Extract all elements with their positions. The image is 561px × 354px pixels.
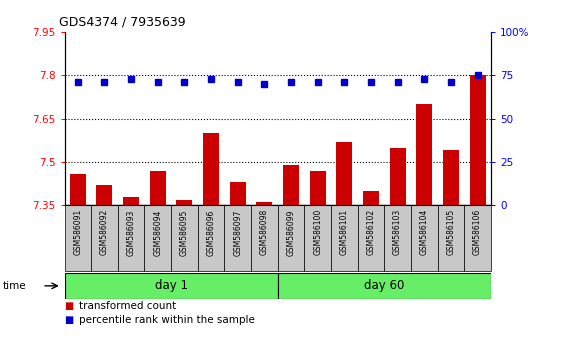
Bar xyxy=(145,205,171,271)
Text: GDS4374 / 7935639: GDS4374 / 7935639 xyxy=(59,16,186,29)
Text: GSM586097: GSM586097 xyxy=(233,209,242,256)
Text: GSM586105: GSM586105 xyxy=(447,209,456,256)
Bar xyxy=(416,104,432,205)
Bar xyxy=(224,205,251,271)
Bar xyxy=(358,205,384,271)
Bar xyxy=(70,173,86,205)
Bar xyxy=(470,75,485,205)
Bar xyxy=(411,205,438,271)
Bar xyxy=(384,205,411,271)
Bar xyxy=(304,205,331,271)
Text: GSM586098: GSM586098 xyxy=(260,209,269,256)
Text: percentile rank within the sample: percentile rank within the sample xyxy=(79,315,255,325)
Bar xyxy=(389,148,406,205)
Bar xyxy=(278,205,304,271)
Bar xyxy=(278,273,491,299)
Text: GSM586102: GSM586102 xyxy=(366,209,375,255)
Text: GSM586094: GSM586094 xyxy=(153,209,162,256)
Text: GSM586101: GSM586101 xyxy=(340,209,349,255)
Bar xyxy=(203,133,219,205)
Text: ■: ■ xyxy=(65,301,73,311)
Bar xyxy=(230,182,246,205)
Bar xyxy=(171,205,198,271)
Bar xyxy=(118,205,145,271)
Bar xyxy=(438,205,465,271)
Text: GSM586096: GSM586096 xyxy=(206,209,215,256)
Bar xyxy=(331,205,358,271)
Text: GSM586106: GSM586106 xyxy=(473,209,482,256)
Text: day 1: day 1 xyxy=(155,279,187,292)
Text: transformed count: transformed count xyxy=(79,301,176,311)
Bar xyxy=(443,150,459,205)
Bar xyxy=(176,200,192,205)
Text: GSM586103: GSM586103 xyxy=(393,209,402,256)
Text: GSM586099: GSM586099 xyxy=(287,209,296,256)
Text: ■: ■ xyxy=(65,315,73,325)
Bar xyxy=(363,191,379,205)
Bar xyxy=(283,165,299,205)
Text: GSM586104: GSM586104 xyxy=(420,209,429,256)
Text: time: time xyxy=(3,281,26,291)
Bar xyxy=(256,202,273,205)
Text: day 60: day 60 xyxy=(364,279,404,292)
Bar xyxy=(465,205,491,271)
Bar xyxy=(150,171,166,205)
Text: GSM586100: GSM586100 xyxy=(313,209,322,256)
Bar xyxy=(197,205,224,271)
Text: GSM586095: GSM586095 xyxy=(180,209,189,256)
Bar xyxy=(123,197,139,205)
Bar xyxy=(91,205,118,271)
Bar xyxy=(310,171,325,205)
Bar xyxy=(336,142,352,205)
Bar xyxy=(96,185,112,205)
Bar xyxy=(65,205,91,271)
Text: GSM586092: GSM586092 xyxy=(100,209,109,256)
Text: GSM586093: GSM586093 xyxy=(127,209,136,256)
Bar xyxy=(65,273,278,299)
Text: GSM586091: GSM586091 xyxy=(73,209,82,256)
Bar xyxy=(251,205,278,271)
